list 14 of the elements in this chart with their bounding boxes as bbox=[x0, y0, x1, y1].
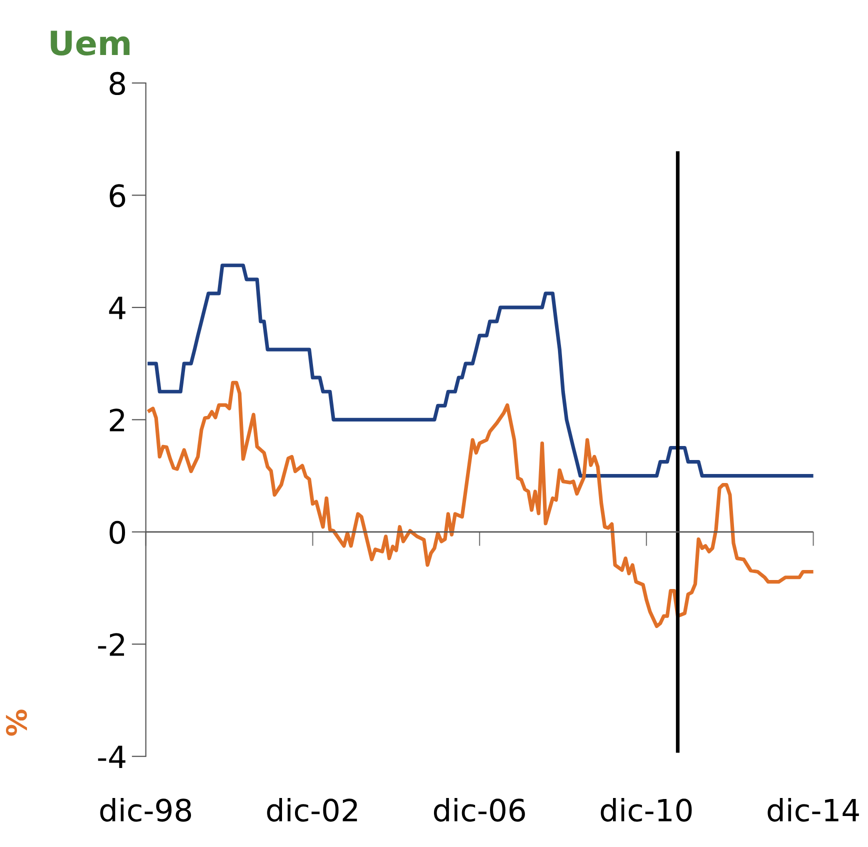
y-tick-label: 2 bbox=[110, 408, 124, 432]
x-tick-label: dic-10 bbox=[600, 798, 692, 822]
y-axis-title: % bbox=[6, 710, 27, 736]
y-tick-label: 4 bbox=[109, 296, 126, 320]
y-tick-label: -4 bbox=[98, 746, 126, 768]
y-tick-label: 0 bbox=[110, 520, 126, 544]
y-tick-label: -2 bbox=[98, 633, 124, 656]
x-tick-label: dic-14 bbox=[768, 798, 859, 822]
x-tick-label: dic-02 bbox=[267, 798, 357, 822]
chart-title: Uem bbox=[50, 30, 130, 56]
x-tick-label: dic-98 bbox=[100, 798, 192, 822]
y-tick-label: 6 bbox=[110, 184, 126, 208]
x-tick-label: dic-06 bbox=[434, 798, 525, 822]
y-tick-label: 8 bbox=[110, 72, 125, 96]
